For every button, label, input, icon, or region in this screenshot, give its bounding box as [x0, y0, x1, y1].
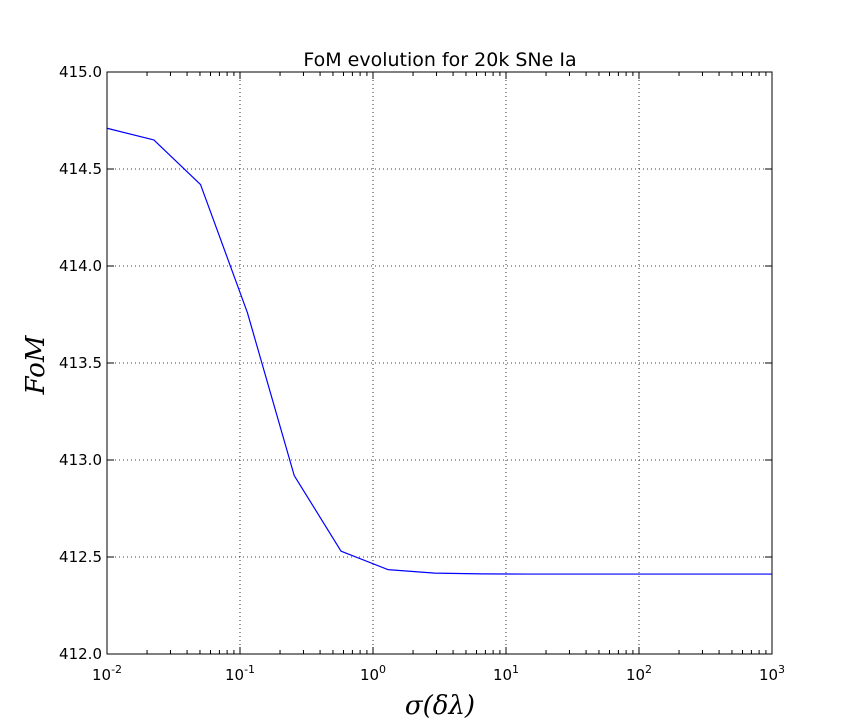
x-axis-label: σ(δλ): [405, 691, 475, 721]
x-tick-label: 10-2: [92, 663, 122, 684]
x-tick-label: 100: [360, 663, 386, 684]
x-tick-label: 103: [759, 663, 785, 684]
y-tick-label: 415.0: [59, 63, 102, 81]
series-layer: [106, 127, 772, 575]
y-tick-label: 414.0: [59, 257, 102, 275]
y-tick-label: 412.5: [59, 548, 102, 566]
x-tick-label: 101: [493, 663, 519, 684]
chart-title: FoM evolution for 20k SNe Ia: [303, 49, 576, 71]
x-tick-label: 10-1: [225, 663, 255, 684]
y-tick-label: 413.5: [59, 354, 102, 372]
x-tick-label: 102: [626, 663, 652, 684]
series-line: [106, 127, 772, 575]
y-tick-label: 412.0: [59, 645, 102, 663]
y-tick-label: 414.5: [59, 160, 102, 178]
ticks: 10-2 10-1 100 101 102 103 412.0 412.5 413.0 413.5…: [59, 63, 785, 684]
y-tick-label: 413.0: [59, 451, 102, 469]
grid: [107, 72, 772, 654]
y-axis-label: FoM: [21, 334, 51, 395]
